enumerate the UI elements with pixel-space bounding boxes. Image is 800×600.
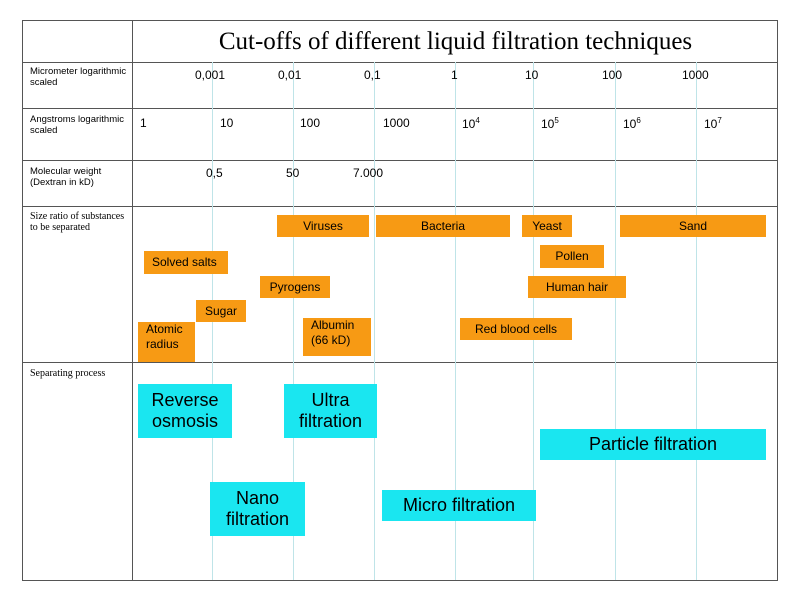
process-nano-filtration: Nano filtration <box>210 482 305 536</box>
micrometer-tick: 0,1 <box>364 68 381 82</box>
substance-yeast: Yeast <box>522 215 572 237</box>
row-divider <box>22 62 778 63</box>
gridline <box>455 62 456 580</box>
label-column-divider <box>132 20 133 581</box>
gridline <box>696 62 697 580</box>
row-label-micrometer: Micrometer logarithmic scaled <box>30 66 127 88</box>
row-divider <box>22 206 778 207</box>
micrometer-tick: 0,001 <box>195 68 226 82</box>
diagram-title: Cut-offs of different liquid filtration … <box>218 28 693 55</box>
molecular-weight-tick: 0,5 <box>206 166 223 180</box>
angstrom-tick: 106 <box>623 116 641 131</box>
angstrom-tick: 10 <box>220 116 234 130</box>
row-divider <box>22 362 778 363</box>
substance-human-hair: Human hair <box>528 276 626 298</box>
micrometer-tick: 1000 <box>682 68 709 82</box>
micrometer-tick: 10 <box>525 68 539 82</box>
row-label-separating-process: Separating process <box>30 368 106 379</box>
substance-viruses: Viruses <box>277 215 369 237</box>
row-label-size-ratio: Size ratio of substances to be separated <box>30 211 125 233</box>
angstrom-tick: 104 <box>462 116 480 131</box>
substance-atomic-radius: Atomic radius <box>138 322 195 362</box>
substance-bacteria: Bacteria <box>376 215 510 237</box>
angstrom-tick: 107 <box>704 116 722 131</box>
process-reverse-osmosis: Reverse osmosis <box>138 384 232 438</box>
substance-solved-salts: Solved salts <box>144 251 228 274</box>
angstrom-tick: 1 <box>140 116 147 130</box>
substance-pyrogens: Pyrogens <box>260 276 330 298</box>
process-micro-filtration: Micro filtration <box>382 490 536 521</box>
gridline <box>293 62 294 580</box>
molecular-weight-tick: 7.000 <box>353 166 384 180</box>
gridline <box>615 62 616 580</box>
micrometer-tick: 100 <box>602 68 623 82</box>
micrometer-tick: 1 <box>451 68 458 82</box>
row-divider <box>22 108 778 109</box>
row-divider <box>22 160 778 161</box>
row-label-molecular-weight: Molecular weight (Dextran in kD) <box>30 166 102 188</box>
angstrom-tick: 1000 <box>383 116 410 130</box>
process-ultra-filtration: Ultra filtration <box>284 384 377 438</box>
angstrom-tick: 100 <box>300 116 321 130</box>
gridline <box>374 62 375 580</box>
substance-pollen: Pollen <box>540 245 604 268</box>
process-particle-filtration: Particle filtration <box>540 429 766 460</box>
row-label-angstroms: Angstroms logarithmic scaled <box>30 114 124 136</box>
angstrom-tick: 105 <box>541 116 559 131</box>
substance-red-blood-cells: Red blood cells <box>460 318 572 340</box>
substance-sugar: Sugar <box>196 300 246 322</box>
substance-sand: Sand <box>620 215 766 237</box>
substance-albumin: Albumin (66 kD) <box>303 318 371 356</box>
table-frame <box>22 20 778 581</box>
molecular-weight-tick: 50 <box>286 166 300 180</box>
micrometer-tick: 0,01 <box>278 68 302 82</box>
